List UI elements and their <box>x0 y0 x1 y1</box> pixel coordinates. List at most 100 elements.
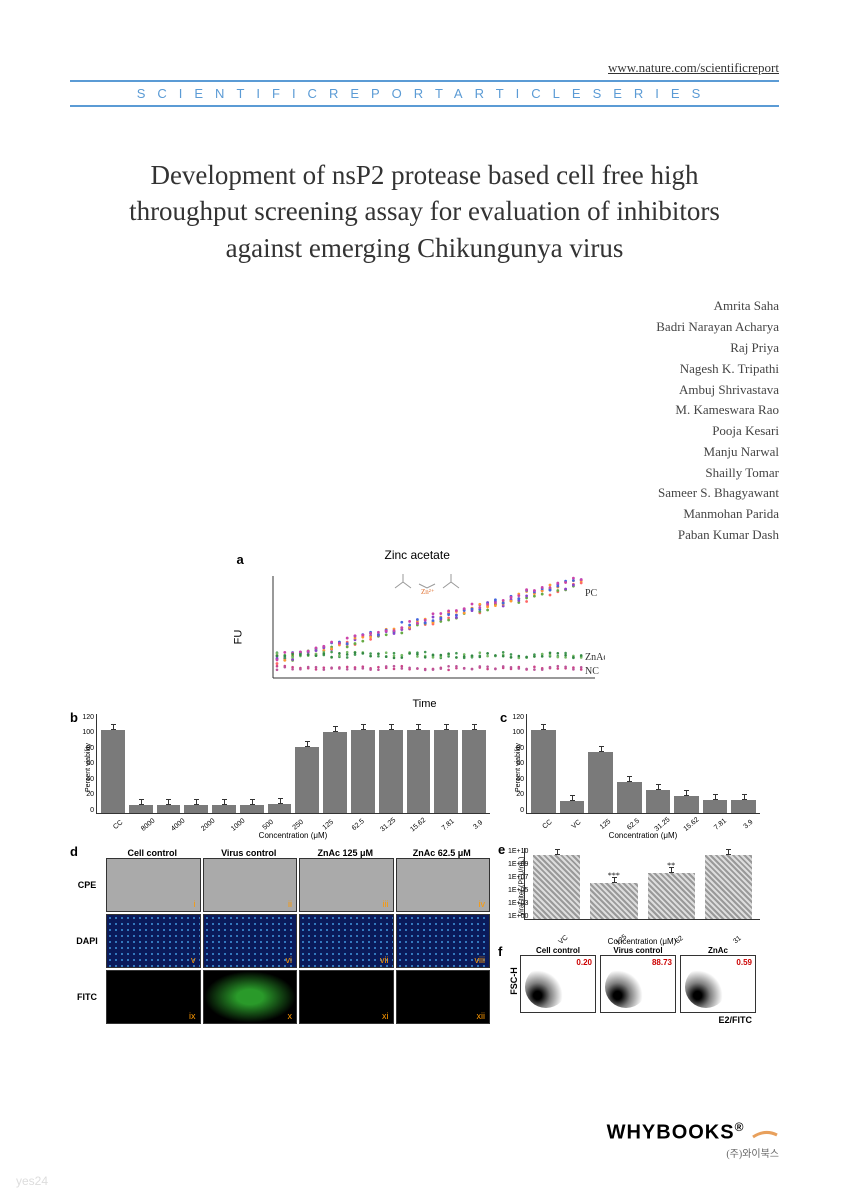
flow-title: ZnAc <box>680 946 756 955</box>
bar <box>588 752 613 813</box>
svg-text:Zn²⁺: Zn²⁺ <box>421 588 435 596</box>
y-tick: 1E+05 <box>508 887 522 894</box>
micro-image: iii <box>299 858 394 912</box>
panel-f-xlabel: E2/FITC <box>498 1015 760 1025</box>
article-title: Development of nsP2 protease based cell … <box>110 157 739 266</box>
znac-label: ZnAc <box>585 652 605 663</box>
author: Sameer S. Bhagyawant <box>70 483 779 504</box>
y-tick: 100 <box>510 729 524 736</box>
micro-image: x <box>203 970 298 1024</box>
bar: *** <box>590 883 637 919</box>
micro-row-label: CPE <box>70 858 104 912</box>
author: Amrita Saha <box>70 296 779 317</box>
bar <box>157 805 181 813</box>
y-tick: 0 <box>80 807 94 814</box>
roman-numeral: v <box>191 955 196 965</box>
y-tick: 20 <box>510 791 524 798</box>
panel-a-xlabel: Time <box>412 698 436 710</box>
panel-e-label: e <box>498 842 505 857</box>
author: Manmohan Parida <box>70 504 779 525</box>
roman-numeral: iii <box>383 899 389 909</box>
y-tick: 40 <box>80 776 94 783</box>
bar <box>101 730 125 813</box>
micro-image: iv <box>396 858 491 912</box>
panel-f-ylabel: FSC-H <box>509 967 519 995</box>
y-tick: 1E+10 <box>508 848 522 855</box>
panel-b-label: b <box>70 710 78 725</box>
bar <box>351 730 375 813</box>
author: Pooja Kesari <box>70 421 779 442</box>
bar <box>703 800 728 813</box>
bar <box>434 730 458 813</box>
roman-numeral: i <box>194 899 196 909</box>
author: Ambuj Shrivastava <box>70 380 779 401</box>
bar <box>560 801 585 813</box>
panel-d-microscopy: d Cell controlVirus controlZnAc 125 μMZn… <box>70 848 490 1025</box>
panel-a-label: a <box>237 552 244 567</box>
panel-c-label: c <box>500 710 507 725</box>
bar <box>533 855 580 919</box>
y-tick: 40 <box>510 776 524 783</box>
panel-e-bars: e Viral titer (PFU/mL) 1E+101E+091E+071E… <box>498 848 760 938</box>
roman-numeral: iv <box>479 899 486 909</box>
flow-pct: 88.73 <box>652 958 672 967</box>
series-banner: SCIENTIFICREPORTARTICLESERIES <box>70 80 779 107</box>
compound-name: Zinc acetate <box>385 548 450 562</box>
bar <box>184 805 208 812</box>
panel-d-label: d <box>70 844 78 859</box>
roman-numeral: vii <box>380 955 389 965</box>
roman-numeral: ii <box>288 899 292 909</box>
figure-composite: a Zinc acetate PC ZnAc NC Zn²⁺ FU Time <box>70 566 779 1025</box>
y-tick: 60 <box>80 760 94 767</box>
panel-c-yticks: 120100806040200 <box>510 714 524 814</box>
bar <box>674 796 699 812</box>
bar <box>212 805 236 813</box>
micro-image: ii <box>203 858 298 912</box>
flow-title: Cell control <box>520 946 596 955</box>
micro-col-header: ZnAc 125 μM <box>297 848 394 858</box>
panel-c-xticks: CCVC12562.531.2515.627.813.9 <box>526 814 760 821</box>
bar <box>129 805 153 813</box>
bar <box>379 730 403 813</box>
author: Shailly Tomar <box>70 463 779 484</box>
micro-row-label: FITC <box>70 970 104 1024</box>
journal-url[interactable]: www.nature.com/scientificreport <box>70 60 779 76</box>
roman-numeral: xi <box>382 1011 389 1021</box>
panel-e-yticks: 1E+101E+091E+071E+051E+031E+00 <box>508 848 522 920</box>
nc-label: NC <box>585 666 599 677</box>
pc-label: PC <box>585 588 598 599</box>
swoosh-icon <box>751 1127 779 1141</box>
panel-b-xticks: CC800040002000100050025012562.531.2515.6… <box>96 814 490 821</box>
roman-numeral: viii <box>475 955 486 965</box>
y-tick: 1E+09 <box>508 861 522 868</box>
author: Raj Priya <box>70 338 779 359</box>
bar <box>323 732 347 813</box>
y-tick: 100 <box>80 729 94 736</box>
micro-col-header: Virus control <box>201 848 298 858</box>
author: M. Kameswara Rao <box>70 400 779 421</box>
bar <box>295 747 319 813</box>
bar <box>531 730 556 813</box>
roman-numeral: vi <box>286 955 293 965</box>
y-tick: 80 <box>510 745 524 752</box>
micro-image: xii <box>396 970 491 1024</box>
bar <box>240 805 264 812</box>
micro-col-header: Cell control <box>104 848 201 858</box>
flow-plot: Virus control 88.73 <box>600 946 676 1013</box>
author: Badri Narayan Acharya <box>70 317 779 338</box>
bar <box>705 855 752 919</box>
flow-plot: ZnAc 0.59 <box>680 946 756 1013</box>
micro-image: vi <box>203 914 298 968</box>
panel-c-xlabel: Concentration (μM) <box>526 831 760 840</box>
y-tick: 0 <box>510 807 524 814</box>
flow-plot: Cell control 0.20 <box>520 946 596 1013</box>
y-tick: 60 <box>510 760 524 767</box>
micro-image: ix <box>106 970 201 1024</box>
publisher-brand: WHYBOOKS <box>607 1122 735 1144</box>
panel-a-ylabel: FU <box>232 630 244 645</box>
bar <box>462 730 486 813</box>
bar <box>731 800 756 813</box>
reg-mark: ® <box>735 1120 745 1134</box>
bar <box>407 730 431 813</box>
panel-f-label: f <box>498 944 502 959</box>
